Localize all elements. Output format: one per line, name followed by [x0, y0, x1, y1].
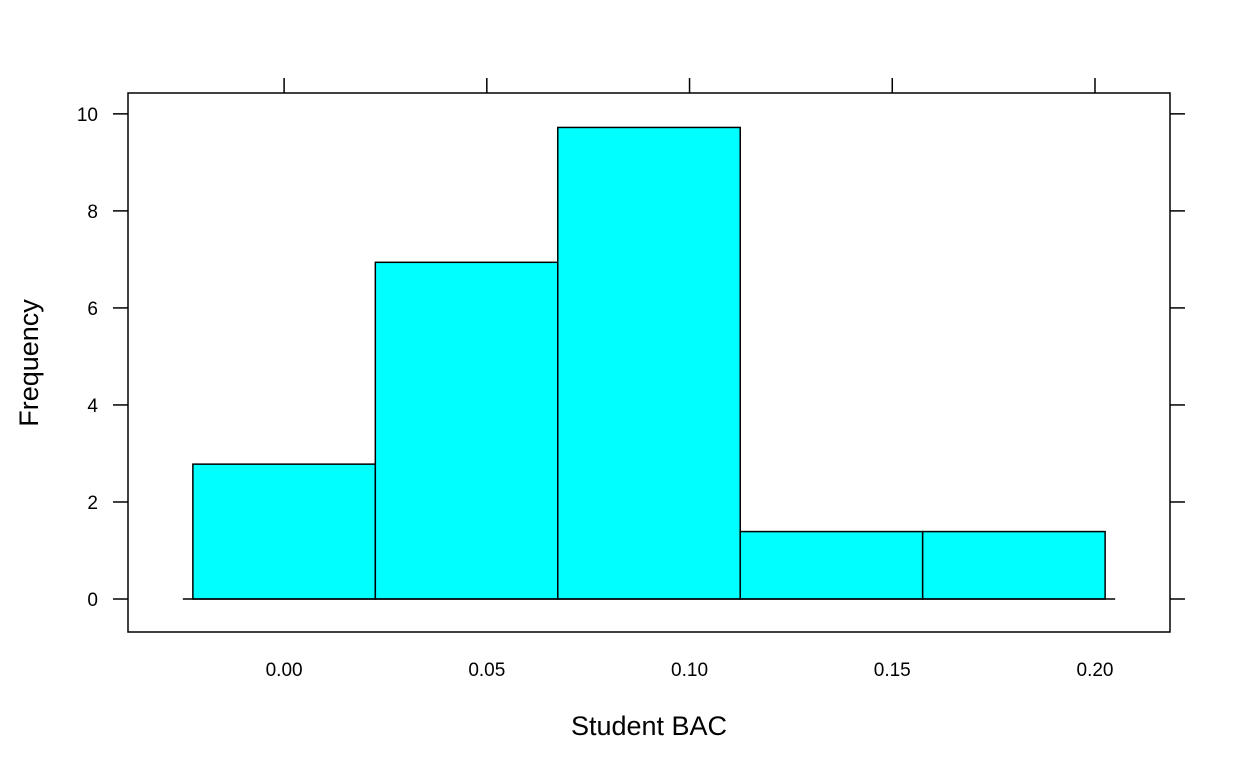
histogram-bar-1: [192, 463, 377, 600]
y-axis: 0 2 4 6 8 10: [77, 105, 1185, 611]
y-tick-label: 8: [87, 202, 98, 223]
y-tick-label: 4: [87, 396, 98, 417]
x-axis-title: Student BAC: [571, 711, 727, 741]
y-axis-title: Frequency: [14, 299, 44, 427]
x-tick-label: 0.05: [468, 660, 505, 681]
y-tick-label: 2: [87, 493, 98, 514]
plot-frame: [127, 92, 1171, 633]
y-tick-label: 0: [87, 590, 98, 611]
x-tick-label: 0.20: [1077, 660, 1114, 681]
histogram-bar-3: [557, 126, 741, 600]
y-tick-label: 10: [77, 105, 98, 126]
x-tick-label: 0.00: [266, 660, 303, 681]
y-tick-label: 6: [87, 299, 98, 320]
bars-group: [192, 126, 1106, 600]
x-tick-label: 0.10: [671, 660, 708, 681]
histogram-bar-2: [374, 261, 559, 600]
histogram-bar-4: [739, 530, 924, 600]
histogram-bar-5: [921, 530, 1106, 600]
x-axis: 0.00 0.05 0.10 0.15 0.20: [266, 78, 1114, 681]
x-tick-label: 0.15: [874, 660, 911, 681]
